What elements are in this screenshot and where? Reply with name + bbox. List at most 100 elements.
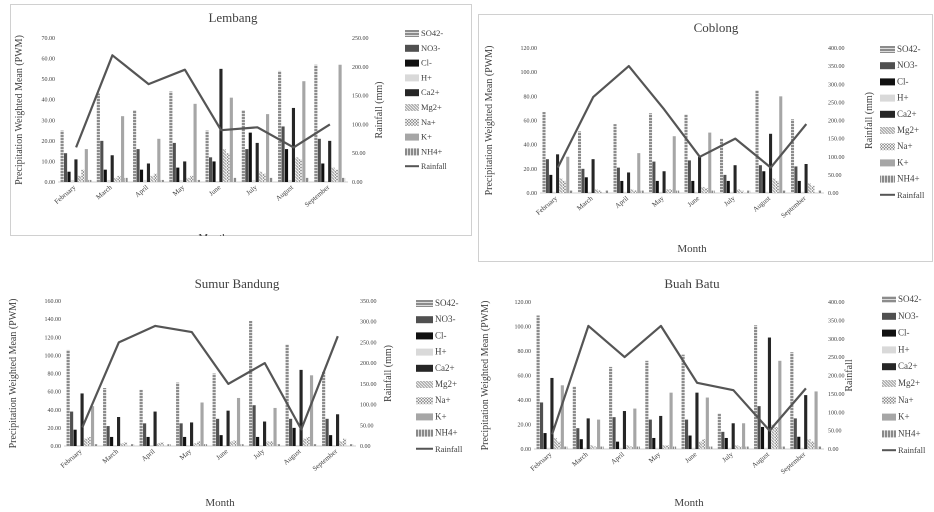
y2-tick-label: 150.00: [360, 382, 377, 388]
rainfall-line: [81, 324, 339, 431]
bar-Na-september: [811, 185, 815, 193]
y-tick-label: 80.00: [48, 372, 62, 378]
bar-Na-june: [702, 439, 706, 449]
bar-K-may: [200, 402, 204, 446]
y-tick-label: 60.00: [524, 119, 538, 125]
bar-SO42-april: [139, 389, 143, 446]
y2-tick-label: 300.00: [828, 82, 845, 88]
bar-Cl-february: [549, 174, 553, 194]
bar-Na-june: [226, 153, 230, 182]
y2-tick-label: 100.00: [828, 410, 845, 416]
y2-tick-label: 150.00: [828, 137, 845, 143]
y2-tick-label: 250.00: [828, 355, 845, 361]
legend-swatch: [882, 396, 896, 404]
legend: SO42- NO3- Cl- H+ Ca2+ Mg2+ Na+ K+ NH4+ Rainfall: [416, 298, 463, 454]
bar-H-august: [765, 191, 769, 193]
bar-NH4-july: [276, 444, 281, 446]
legend-label: Na+: [435, 395, 451, 405]
legend-label: H+: [435, 347, 447, 357]
y2-tick-label: 250.00: [352, 36, 369, 42]
bar-H-july: [730, 191, 734, 193]
legend-swatch: [880, 127, 895, 134]
bar-H-july: [728, 447, 732, 449]
y2-axis-title: Rainfall (mm): [864, 92, 875, 149]
x-tick-label: July: [252, 447, 266, 461]
y2-tick-label: 100.00: [360, 403, 377, 409]
bar-Cl-may: [176, 167, 180, 182]
rainfall-line: [551, 324, 807, 435]
bar-Ca2-april: [622, 411, 627, 449]
chart-title: Lembang: [208, 10, 258, 25]
bar-Cl-march: [103, 169, 107, 182]
bar-NO3-august: [281, 126, 285, 182]
y2-tick-label: 0.00: [360, 444, 371, 450]
bar-NO3-march: [100, 140, 104, 182]
bar-H-february: [77, 445, 81, 446]
bar-Cl-february: [543, 433, 547, 449]
bar-SO42-may: [169, 91, 173, 182]
x-tick-label: March: [571, 450, 591, 468]
y2-tick-label: 0.00: [828, 191, 839, 197]
x-tick-label: March: [575, 194, 595, 212]
bar-Cl-september: [797, 436, 801, 449]
bar-NO3-august: [758, 165, 762, 193]
bar-SO42-september: [790, 352, 794, 449]
bar-NH4-march: [600, 446, 604, 449]
x-tick-label: July: [245, 183, 259, 197]
bar-SO42-june: [212, 373, 216, 446]
bar-Cl-july: [724, 437, 728, 449]
bar-H-may: [659, 191, 663, 193]
x-tick-label: August: [274, 183, 295, 202]
bar-NO3-august: [757, 406, 761, 450]
bar-NH4-april: [160, 179, 164, 182]
bar-Na-february: [87, 436, 91, 446]
bar-SO42-february: [542, 112, 546, 193]
bar-Na-july: [740, 190, 744, 193]
y-tick-label: 60.00: [48, 390, 62, 396]
legend-label: Mg2+: [421, 102, 442, 112]
bar-H-march: [583, 447, 587, 449]
bar-H-february: [70, 179, 75, 182]
bar-Mg2-march: [120, 443, 124, 446]
bar-SO42-may: [648, 113, 653, 193]
legend-label: K+: [421, 132, 432, 142]
bar-Ca2-march: [586, 418, 590, 450]
bar-NO3-september: [793, 418, 797, 450]
bar-H-september: [801, 191, 805, 193]
y-tick-label: 20.00: [518, 423, 532, 429]
bar-Na-september: [811, 441, 815, 449]
y-tick-label: 60.00: [518, 374, 532, 380]
legend-swatch: [880, 94, 895, 102]
y-axis-title: Precipitation Weighted Mean (PWM): [480, 301, 491, 451]
y2-tick-label: 50.00: [352, 151, 366, 157]
legend: SO42- NO3- Cl- H+ Ca2+ Mg2+ Na+ K+ NH4+ Rainfall: [405, 28, 448, 171]
y2-tick-label: 400.00: [828, 300, 845, 306]
bar-Cl-may: [652, 437, 656, 449]
bar-SO42-july: [241, 110, 245, 182]
bar-Cl-april: [620, 180, 624, 193]
bar-H-march: [107, 179, 111, 182]
x-tick-label: May: [647, 450, 662, 465]
bar-Mg2-september: [807, 439, 811, 449]
bar-Ca2-june: [695, 392, 699, 449]
bar-SO42-august: [755, 90, 759, 193]
legend-swatch: [880, 78, 895, 86]
bar-Na-july: [262, 173, 266, 182]
y-tick-label: 20.00: [42, 139, 56, 145]
bar-NO3-august: [289, 418, 293, 446]
bar-NH4-february: [88, 179, 92, 182]
y-tick-label: 40.00: [48, 408, 62, 414]
bar-NO3-june: [209, 157, 213, 182]
y2-axis-title: Rainfall (mm): [374, 82, 385, 139]
legend-label: H+: [897, 93, 909, 103]
bar-Mg2-may: [186, 177, 190, 182]
bar-Na-march: [123, 442, 128, 447]
bar-NH4-september: [342, 177, 346, 182]
bar-NO3-april: [612, 417, 616, 449]
y2-tick-label: 250.00: [360, 340, 377, 346]
bar-H-september: [332, 445, 336, 446]
bar-H-may: [655, 447, 659, 449]
bar-Na-august: [298, 159, 302, 182]
bar-Na-july: [269, 441, 274, 446]
bar-Na-september: [342, 438, 347, 446]
